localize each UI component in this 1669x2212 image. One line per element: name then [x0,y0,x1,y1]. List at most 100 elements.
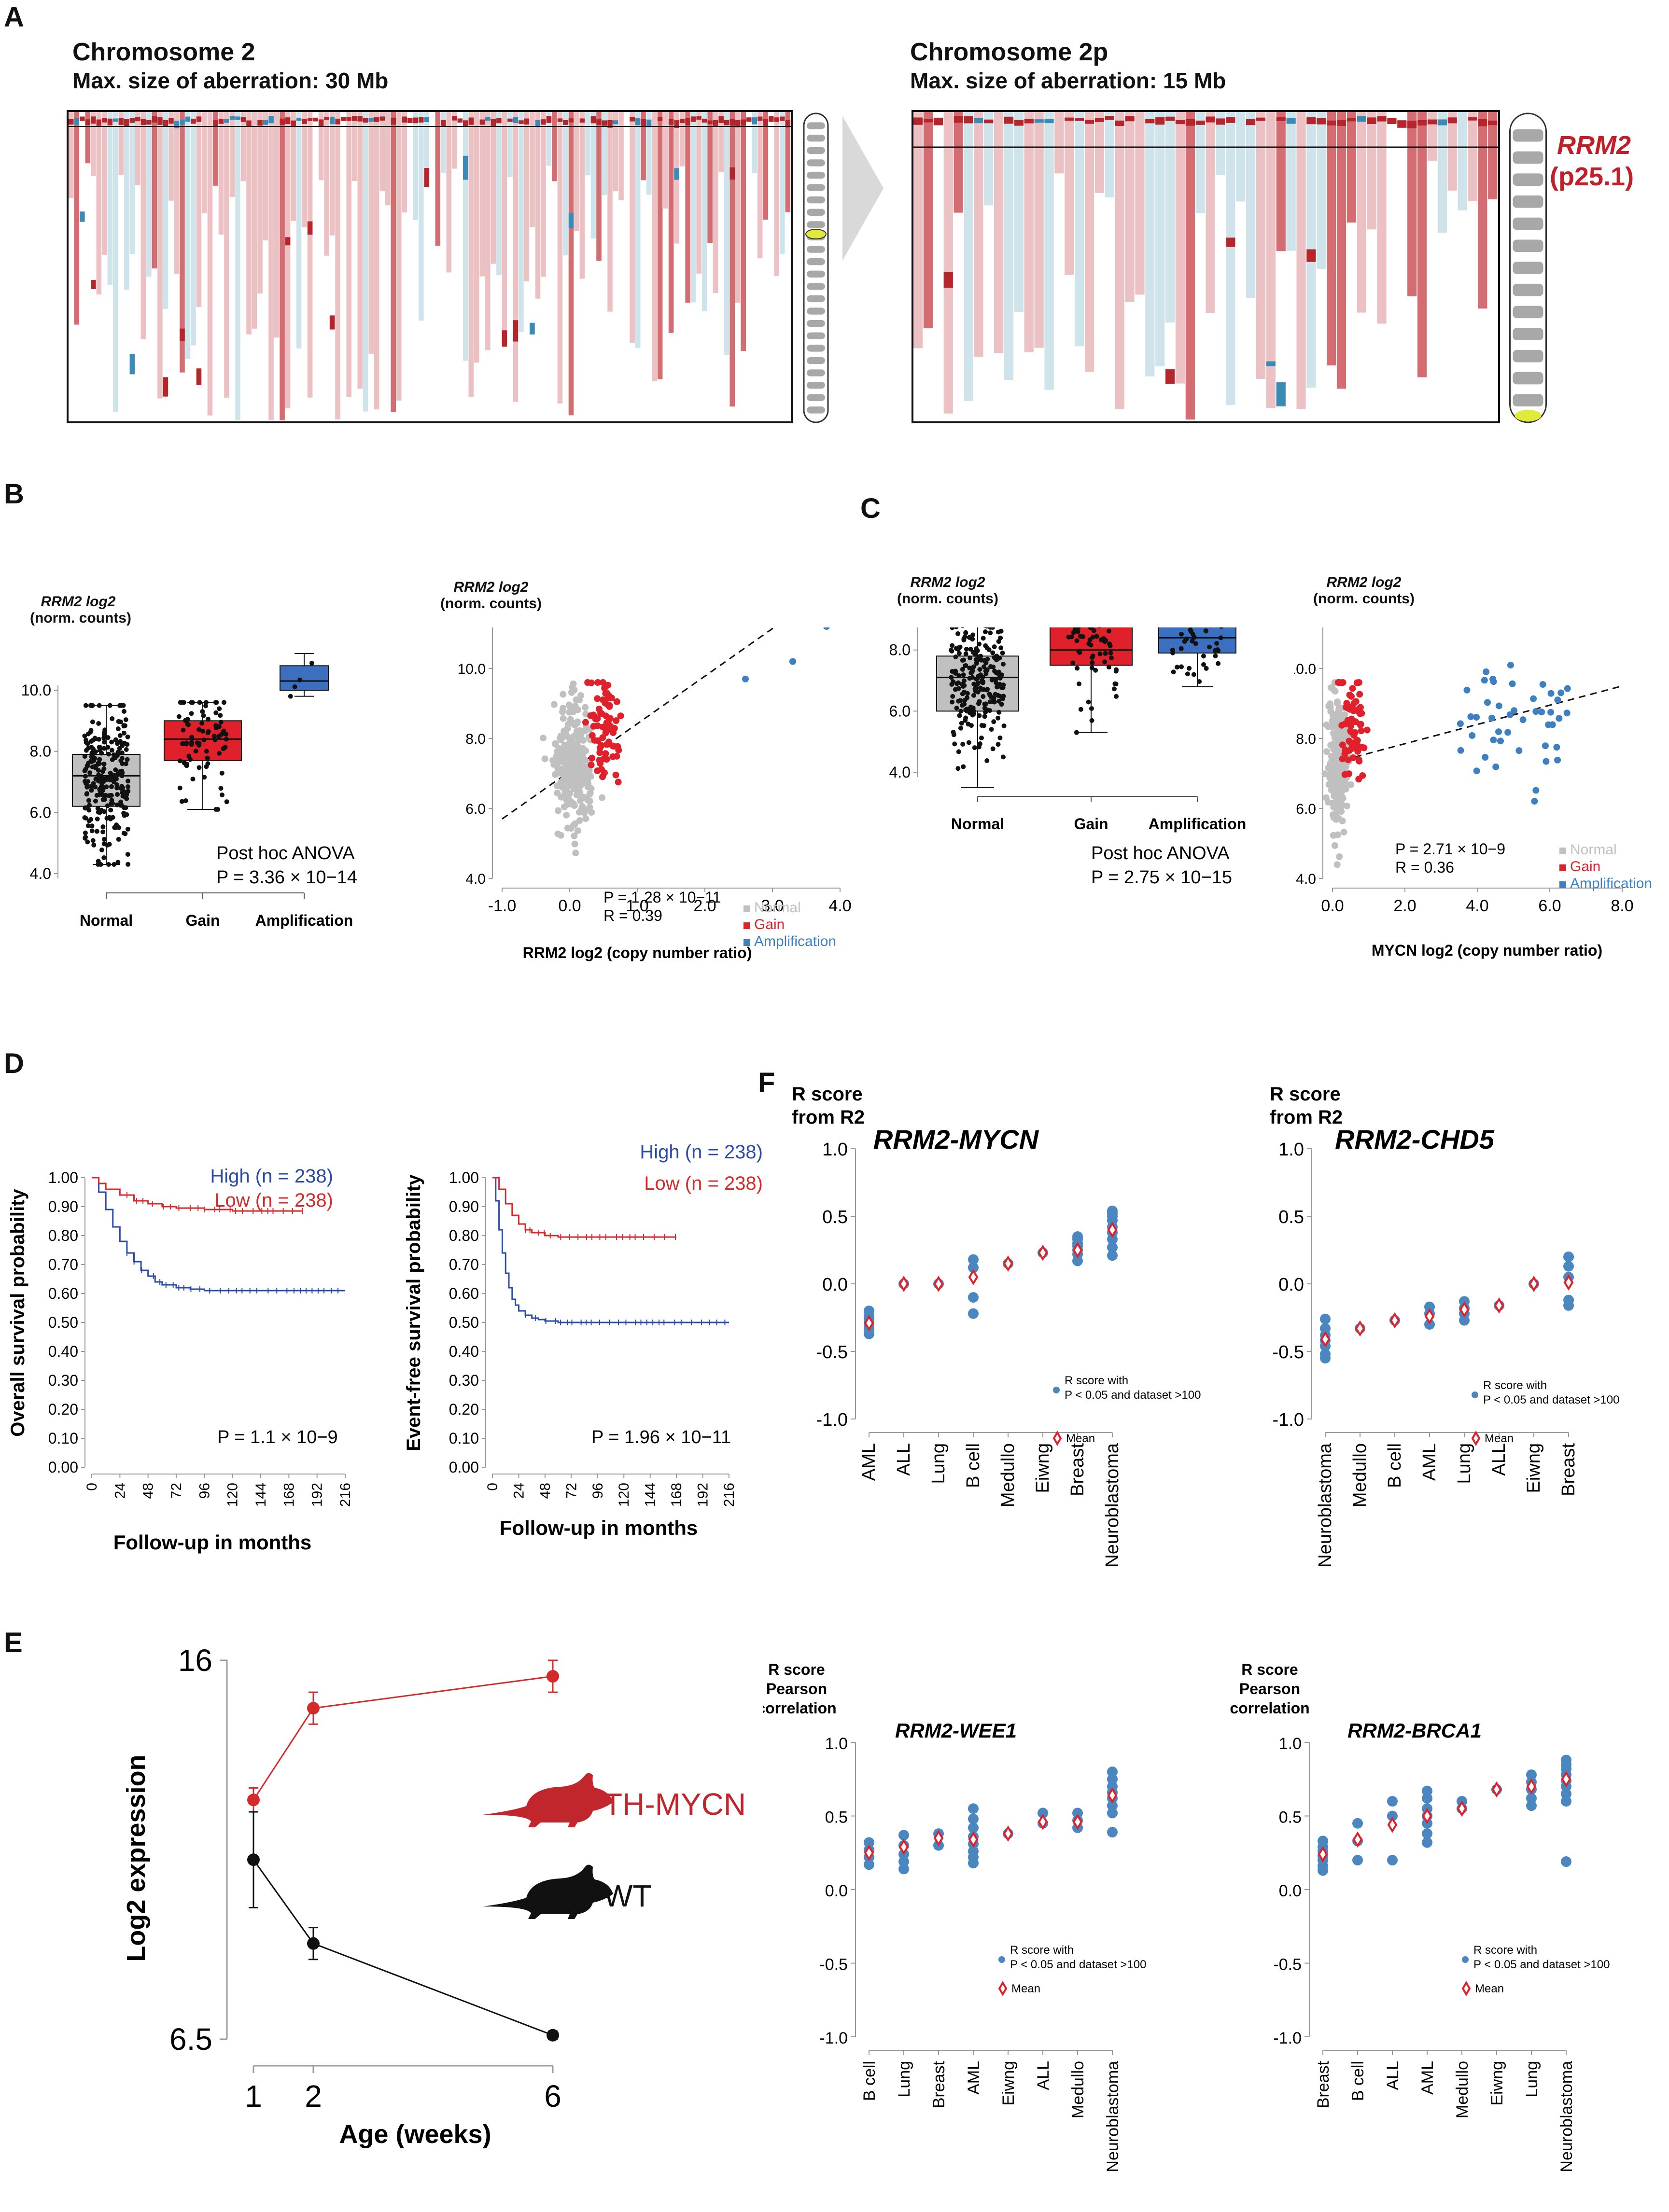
box-point [122,740,127,746]
heatmap-column [402,112,407,213]
f-point [1107,1827,1118,1838]
box-point [88,728,94,733]
f-tr-ylabel-2: from R2 [1270,1107,1343,1128]
normal-point [566,790,573,797]
heatmap-column [1256,112,1266,379]
heatmap-column [535,112,541,299]
heatmap-band [196,116,202,122]
x-tick-label: Neuroblastoma [1557,2061,1576,2172]
normal-point [585,780,592,788]
normal-point [563,811,570,819]
box-point [178,758,183,764]
x-tick-label: 3.0 [761,897,784,915]
heatmap-column [1105,112,1114,198]
box-point [1089,706,1094,711]
f-mean-marker [1526,1778,1537,1795]
heatmap-column [229,112,235,197]
normal-point [1335,815,1342,822]
heatmap-column [1236,112,1246,202]
heatmap-column [585,112,590,176]
heatmap-band [1276,117,1286,121]
f-point [1107,1242,1118,1253]
normal-point [570,800,577,807]
gain-point [1347,693,1355,700]
x-tick-label: Gain [185,912,220,929]
ideogram-band [1513,129,1543,142]
heatmap-column [763,112,769,220]
gain-point [1358,710,1365,717]
gain-point [590,723,597,730]
c-scatter-xlabel: MYCN log2 (copy number ratio) [1372,942,1602,959]
amplification-point [1488,714,1496,722]
box-point [960,741,966,747]
normal-point [576,762,583,769]
heatmap-band [296,118,302,121]
box-point [96,737,101,742]
box-point [966,740,971,745]
centromere [805,229,827,239]
heatmap-band [463,120,468,126]
normal-point [576,737,583,744]
box-point [96,721,101,726]
panel-letter-c: C [860,493,881,524]
normal-point [575,755,583,762]
box-point [1190,639,1195,644]
y-tick-label: 0.50 [48,1314,78,1331]
box-point [309,660,314,666]
f-point [1038,1808,1048,1819]
f-legend-brca1: R score with P < 0.05 and dataset >100 M… [1461,1944,1610,1996]
gain-point [1334,679,1342,686]
amplification-point [1553,744,1560,751]
box-point [200,709,205,714]
box-point [102,730,107,735]
e-ylabel: Log2 expression [122,1754,151,1962]
heatmap-band [1075,118,1084,121]
normal-point [540,735,547,742]
heatmap-segment [180,328,185,341]
heatmap-band [1397,120,1407,128]
box-point [995,684,1000,690]
box-point [1094,634,1099,639]
f-legend-mean-text: Mean [1485,1432,1514,1445]
box-point [101,762,107,767]
heatmap-column [1246,112,1256,298]
y-tick-label: 1.0 [822,1140,848,1160]
gain-point [615,779,622,786]
box-point [212,737,218,742]
box-point [105,735,111,740]
x-tick-label: 192 [695,1483,711,1507]
heatmap-column [313,112,318,328]
box-point [1076,627,1081,630]
b-scatter-chart: 4.06.08.010.012.0-1.00.01.02.03.04.0Norm… [458,627,852,961]
heatmap-column [718,112,724,172]
ideogram-band [1513,239,1543,252]
box-point [955,766,961,771]
amplification-point [1509,680,1516,687]
box-point [1001,694,1006,699]
heatmap-column [379,112,385,192]
heatmap-column [668,112,674,333]
box-point [1185,671,1190,677]
y-tick-label: 0.90 [449,1198,479,1215]
heatmap-column [196,112,202,307]
gain-point [588,679,595,686]
box-point [996,710,1002,715]
box-point [98,787,103,793]
c-scatter-p: P = 2.71 × 10−9 [1395,840,1505,858]
heatmap-column [435,112,441,246]
box-point [92,751,97,756]
heatmap-band [307,118,313,122]
heatmap-band [280,118,285,125]
box-point [954,627,959,629]
amplification-point [1467,713,1474,720]
ideogram-band [807,307,825,315]
box-point [218,713,223,718]
x-tick-label: 96 [196,1483,212,1499]
heatmap-band [491,119,496,126]
heatmap-band [657,117,663,122]
heatmap-column [85,112,91,164]
box-point [953,654,958,660]
box-point [1080,634,1085,640]
heatmap-band [590,116,596,124]
heatmap-band [563,120,568,125]
